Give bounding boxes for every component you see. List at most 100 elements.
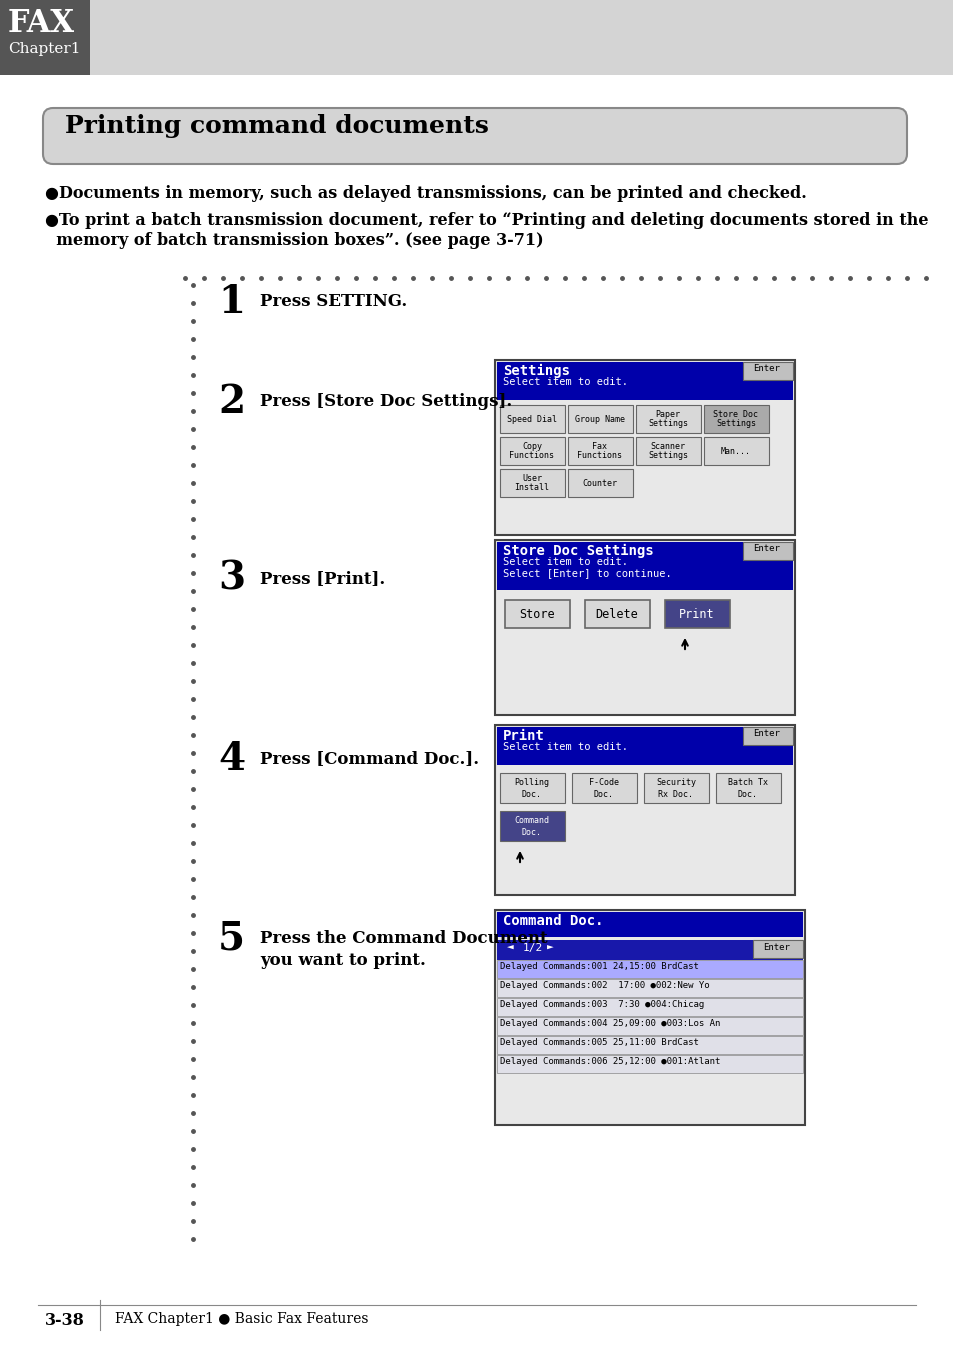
Bar [636,405,700,433]
Bar [497,940,802,960]
Bar [497,1054,802,1073]
Text: Enter: Enter [752,364,779,373]
Text: Command: Command [514,815,549,825]
Text: Settings: Settings [716,418,755,428]
Text: Batch Tx: Batch Tx [727,778,767,787]
Text: 2: 2 [218,383,245,421]
Text: Doc.: Doc. [594,790,614,799]
Text: Paper: Paper [655,410,679,418]
Text: ●To print a batch transmission document, refer to “Printing and deleting documen: ●To print a batch transmission document,… [45,212,927,248]
Text: 3: 3 [218,560,245,598]
Bar [497,728,792,765]
Text: FAX Chapter1 ● Basic Fax Features: FAX Chapter1 ● Basic Fax Features [115,1312,368,1326]
Bar [742,362,792,379]
Bar [584,599,649,628]
Bar [495,725,794,895]
Bar [636,437,700,464]
Text: Print: Print [679,608,714,621]
Text: Select item to edit.: Select item to edit. [502,377,627,387]
Text: Press [Print].: Press [Print]. [260,570,385,587]
Text: Store Doc Settings: Store Doc Settings [502,544,653,558]
Text: Functions: Functions [509,451,554,460]
Text: Store: Store [518,608,555,621]
Bar [495,540,794,716]
Bar [567,468,633,497]
Text: Delayed Commands:003  7:30 ●004:Chicag: Delayed Commands:003 7:30 ●004:Chicag [499,1000,703,1008]
Text: Group Name: Group Name [575,414,624,424]
Text: Press [Command Doc.].: Press [Command Doc.]. [260,751,478,767]
Text: Store Doc: Store Doc [713,410,758,418]
Bar [497,913,802,937]
Bar [664,599,729,628]
Text: Settings: Settings [502,364,569,378]
Text: Doc.: Doc. [521,790,541,799]
Text: Settings: Settings [647,451,687,460]
Text: Copy: Copy [521,441,541,451]
Text: Man...: Man... [720,447,750,456]
Text: Doc.: Doc. [521,828,541,837]
Text: F-Code: F-Code [588,778,618,787]
Bar [572,774,637,803]
Text: Speed Dial: Speed Dial [506,414,557,424]
Bar [497,541,792,590]
Text: Press the Command Document: Press the Command Document [260,930,547,946]
Text: 1/2: 1/2 [522,944,542,953]
Text: Enter: Enter [752,544,779,554]
Text: Rx Doc.: Rx Doc. [658,790,693,799]
Text: 4: 4 [218,740,245,778]
Text: Chapter1: Chapter1 [8,42,80,55]
Text: Command Doc.: Command Doc. [502,914,603,927]
Bar [497,979,802,998]
Bar [497,960,802,977]
Bar [497,362,792,400]
Bar [504,599,569,628]
Text: Polling: Polling [514,778,549,787]
Text: Press SETTING.: Press SETTING. [260,293,407,310]
Bar [499,405,564,433]
Text: Scanner: Scanner [650,441,685,451]
Text: Select [Enter] to continue.: Select [Enter] to continue. [502,568,671,578]
FancyBboxPatch shape [43,108,906,163]
Text: Delete: Delete [595,608,638,621]
Bar [497,1035,802,1054]
Text: Delayed Commands:004 25,09:00 ●003:Los An: Delayed Commands:004 25,09:00 ●003:Los A… [499,1019,720,1027]
Text: Delayed Commands:006 25,12:00 ●001:Atlant: Delayed Commands:006 25,12:00 ●001:Atlan… [499,1057,720,1066]
Text: Print: Print [502,729,544,742]
Text: Printing command documents: Printing command documents [65,113,488,138]
Bar [703,405,768,433]
Bar [495,360,794,535]
Text: Enter: Enter [762,944,789,952]
Text: Security: Security [656,778,696,787]
Bar [752,940,802,958]
Bar [716,774,781,803]
Text: Functions: Functions [577,451,622,460]
Text: ►: ► [546,944,553,953]
Bar [497,998,802,1017]
Bar [497,1017,802,1035]
Bar [567,437,633,464]
Text: User: User [521,474,541,483]
Bar [742,541,792,560]
Text: ◄: ◄ [506,944,514,953]
Text: Delayed Commands:005 25,11:00 BrdCast: Delayed Commands:005 25,11:00 BrdCast [499,1038,699,1048]
Bar [499,437,564,464]
Text: Delayed Commands:002  17:00 ●002:New Yo: Delayed Commands:002 17:00 ●002:New Yo [499,981,709,990]
Text: Select item to edit.: Select item to edit. [502,558,627,567]
Bar [499,468,564,497]
Bar [495,910,804,1125]
Text: 5: 5 [218,919,245,958]
Bar [567,405,633,433]
Bar [643,774,708,803]
Text: Delayed Commands:001 24,15:00 BrdCast: Delayed Commands:001 24,15:00 BrdCast [499,963,699,971]
Text: Counter: Counter [582,479,617,487]
Text: Install: Install [514,483,549,491]
Text: Doc.: Doc. [738,790,758,799]
Text: Fax: Fax [592,441,607,451]
Text: FAX: FAX [8,8,75,39]
Bar [499,774,564,803]
Text: ●Documents in memory, such as delayed transmissions, can be printed and checked.: ●Documents in memory, such as delayed tr… [45,185,806,202]
Text: you want to print.: you want to print. [260,952,425,969]
Text: Enter: Enter [752,729,779,738]
Bar [742,728,792,745]
Bar [703,437,768,464]
